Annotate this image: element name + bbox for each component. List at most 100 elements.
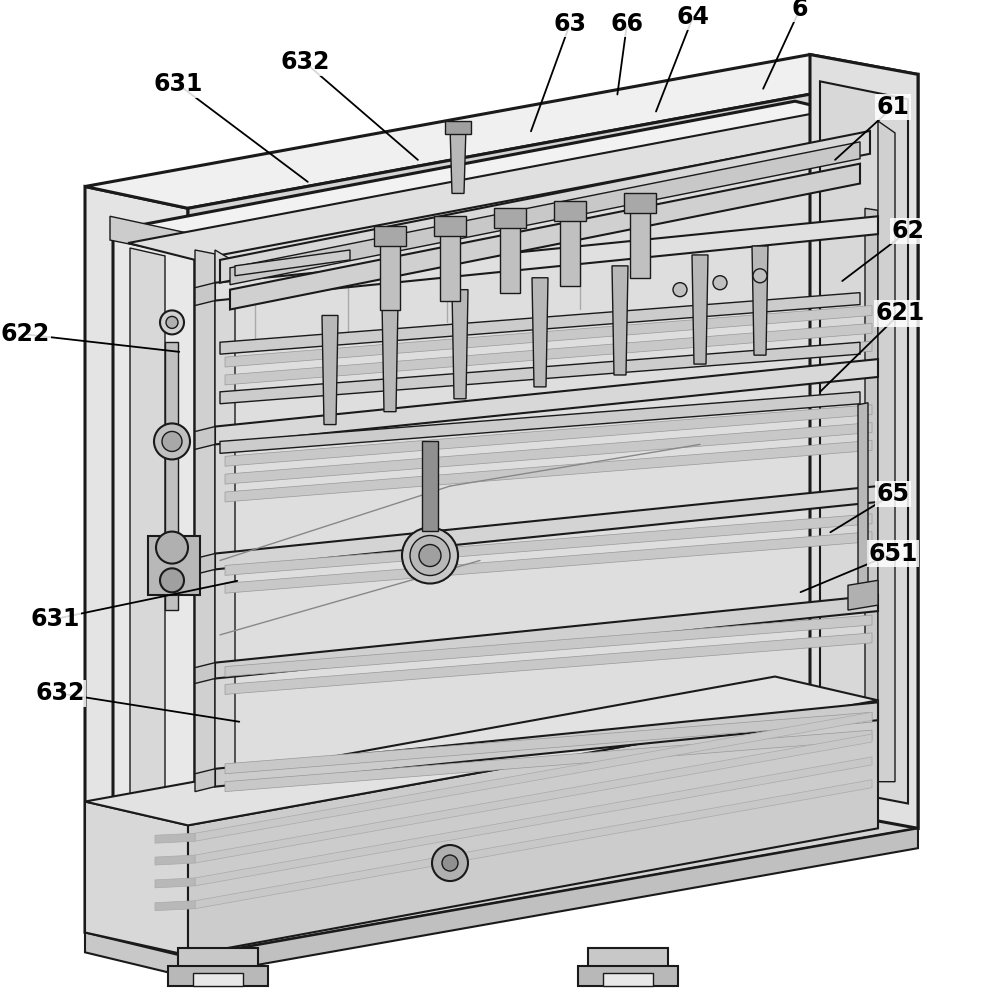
Polygon shape	[220, 392, 860, 453]
Circle shape	[713, 276, 727, 290]
Polygon shape	[225, 405, 872, 466]
Polygon shape	[225, 341, 872, 403]
Polygon shape	[195, 769, 215, 792]
Polygon shape	[130, 248, 165, 893]
Circle shape	[673, 283, 687, 297]
Polygon shape	[148, 536, 200, 595]
Polygon shape	[215, 359, 878, 444]
Circle shape	[410, 536, 450, 575]
Polygon shape	[85, 677, 878, 825]
Polygon shape	[215, 216, 878, 301]
Circle shape	[154, 424, 190, 459]
Polygon shape	[215, 486, 878, 569]
Polygon shape	[155, 855, 195, 865]
Polygon shape	[235, 250, 350, 276]
Polygon shape	[878, 121, 895, 782]
Polygon shape	[440, 231, 460, 301]
Circle shape	[442, 855, 458, 871]
Polygon shape	[225, 633, 872, 694]
Polygon shape	[578, 966, 678, 986]
Circle shape	[162, 432, 182, 451]
Polygon shape	[113, 101, 878, 250]
Polygon shape	[450, 127, 466, 193]
Polygon shape	[225, 532, 872, 593]
Polygon shape	[848, 580, 878, 610]
Circle shape	[432, 845, 468, 881]
Text: 622: 622	[0, 322, 50, 346]
Polygon shape	[612, 266, 628, 375]
Polygon shape	[195, 283, 215, 306]
Polygon shape	[230, 142, 860, 285]
Polygon shape	[215, 250, 235, 913]
Polygon shape	[215, 702, 878, 787]
Polygon shape	[225, 440, 872, 502]
Polygon shape	[225, 730, 872, 792]
Polygon shape	[588, 948, 668, 973]
Polygon shape	[445, 121, 471, 134]
Polygon shape	[220, 293, 860, 354]
Polygon shape	[374, 226, 406, 246]
Polygon shape	[380, 241, 400, 310]
Polygon shape	[532, 278, 548, 387]
Polygon shape	[195, 554, 215, 574]
Polygon shape	[110, 216, 188, 256]
Polygon shape	[865, 208, 878, 784]
Circle shape	[160, 568, 184, 592]
Polygon shape	[225, 323, 872, 385]
Text: 62: 62	[892, 219, 924, 243]
Circle shape	[402, 528, 458, 583]
Circle shape	[753, 269, 767, 283]
Polygon shape	[554, 201, 586, 221]
Polygon shape	[85, 186, 188, 957]
Text: 6: 6	[792, 0, 808, 21]
Polygon shape	[195, 250, 215, 915]
Polygon shape	[155, 878, 195, 888]
Polygon shape	[178, 948, 258, 973]
Polygon shape	[225, 514, 872, 575]
Polygon shape	[85, 55, 918, 208]
Polygon shape	[195, 121, 878, 911]
Polygon shape	[603, 973, 653, 986]
Text: 632: 632	[35, 682, 85, 705]
Polygon shape	[113, 230, 195, 911]
Polygon shape	[188, 828, 918, 977]
Polygon shape	[188, 700, 878, 955]
Polygon shape	[195, 757, 872, 886]
Polygon shape	[128, 114, 878, 260]
Polygon shape	[500, 223, 520, 293]
Polygon shape	[195, 712, 872, 841]
Polygon shape	[168, 966, 268, 986]
Polygon shape	[195, 780, 872, 909]
Polygon shape	[810, 55, 918, 828]
Polygon shape	[85, 932, 188, 977]
Polygon shape	[220, 131, 870, 283]
Text: 631: 631	[153, 72, 203, 96]
Text: 651: 651	[868, 542, 918, 565]
Polygon shape	[225, 423, 872, 484]
Polygon shape	[155, 833, 195, 843]
Polygon shape	[188, 74, 918, 957]
Text: 66: 66	[610, 12, 644, 36]
Polygon shape	[85, 802, 188, 955]
Text: 632: 632	[280, 51, 330, 74]
Polygon shape	[820, 81, 908, 804]
Polygon shape	[322, 315, 338, 425]
Polygon shape	[624, 193, 656, 213]
Polygon shape	[215, 595, 878, 679]
Polygon shape	[692, 255, 708, 364]
Polygon shape	[225, 306, 872, 367]
Polygon shape	[195, 663, 215, 683]
Circle shape	[156, 532, 188, 563]
Circle shape	[166, 316, 178, 328]
Polygon shape	[193, 973, 243, 986]
Polygon shape	[858, 403, 868, 593]
Text: 621: 621	[875, 302, 925, 325]
Polygon shape	[155, 901, 195, 911]
Polygon shape	[230, 164, 860, 310]
Circle shape	[160, 310, 184, 334]
Polygon shape	[494, 208, 526, 228]
Polygon shape	[165, 342, 178, 610]
Text: 64: 64	[677, 5, 709, 29]
Polygon shape	[382, 303, 398, 412]
Polygon shape	[225, 712, 872, 774]
